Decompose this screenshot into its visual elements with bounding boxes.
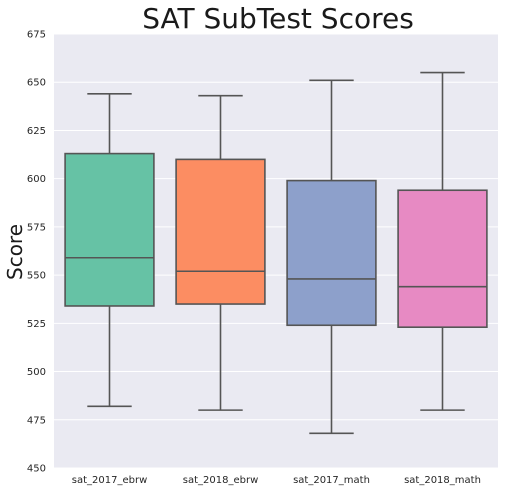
box-iqr [175, 158, 266, 305]
box-iqr [397, 189, 488, 328]
box-sat_2017_math [286, 79, 377, 435]
boxes [64, 71, 488, 435]
y-tick-label: 525 [27, 319, 46, 330]
x-axis-ticks: sat_2017_ebrw sat_2018_ebrw sat_2017_math s… [72, 475, 481, 486]
box-iqr [286, 179, 377, 327]
y-axis-ticks: 450 475 500 525 550 575 600 625 650 675 [27, 30, 46, 475]
y-tick-label: 650 [27, 78, 46, 89]
y-axis-label: Score [3, 224, 27, 280]
y-tick-label: 575 [27, 222, 46, 233]
box-iqr [64, 152, 155, 307]
y-tick-label: 550 [27, 271, 46, 282]
x-tick-label: sat_2018_ebrw [183, 475, 259, 486]
y-tick-label: 475 [27, 415, 46, 426]
y-tick-label: 600 [27, 174, 46, 185]
y-tick-label: 500 [27, 367, 46, 378]
x-tick-label: sat_2018_math [404, 475, 481, 486]
x-tick-label: sat_2017_math [293, 475, 370, 486]
y-tick-label: 675 [27, 30, 46, 41]
y-tick-label: 450 [27, 464, 46, 475]
box-sat_2017_ebrw [64, 92, 155, 408]
gridlines [54, 33, 498, 469]
box-sat_2018_math [397, 71, 488, 411]
y-tick-label: 625 [27, 126, 46, 137]
x-tick-label: sat_2017_ebrw [72, 475, 148, 486]
box-sat_2018_ebrw [175, 94, 266, 411]
chart-title: SAT SubTest Scores [142, 2, 414, 35]
